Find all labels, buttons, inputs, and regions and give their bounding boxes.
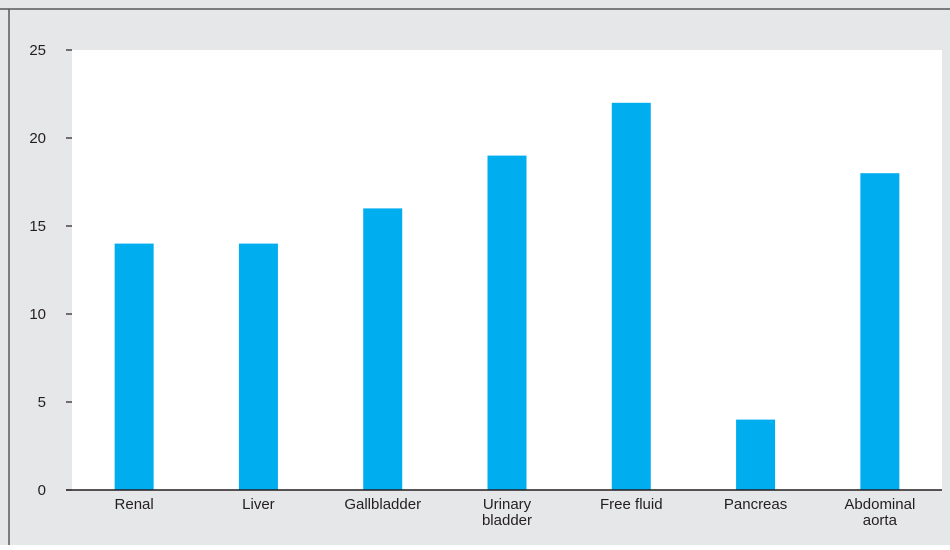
y-tick-label: 25 bbox=[29, 42, 46, 59]
y-tick-label: 20 bbox=[29, 130, 46, 147]
x-tick-label: Gallbladder bbox=[344, 496, 421, 513]
x-tick-label-line: Abdominal bbox=[844, 496, 915, 513]
x-tick-label-line: bladder bbox=[482, 512, 532, 529]
x-tick-label: Free fluid bbox=[600, 496, 663, 513]
bar-gallbladder bbox=[363, 208, 402, 490]
bar-liver bbox=[239, 244, 278, 490]
x-tick-label-line: Pancreas bbox=[724, 496, 787, 513]
bar-urinary-bladder bbox=[488, 156, 527, 490]
bar-pancreas bbox=[736, 420, 775, 490]
x-tick-label-line: Renal bbox=[115, 496, 154, 513]
bar-abdominal-aorta bbox=[860, 173, 899, 490]
y-tick-label: 15 bbox=[29, 218, 46, 235]
x-tick-label-line: Gallbladder bbox=[344, 496, 421, 513]
y-tick-label: 5 bbox=[38, 394, 46, 411]
x-tick-label-line: Liver bbox=[242, 496, 275, 513]
x-tick-label-line: Free fluid bbox=[600, 496, 663, 513]
x-tick-label: Liver bbox=[242, 496, 275, 513]
y-tick-label: 0 bbox=[38, 482, 46, 499]
x-tick-label-line: Urinary bbox=[483, 496, 532, 513]
bar-renal bbox=[115, 244, 154, 490]
x-tick-label: Urinary bladder bbox=[482, 496, 532, 529]
y-tick-label: 10 bbox=[29, 306, 46, 323]
x-tick-label: Renal bbox=[115, 496, 154, 513]
bar-free-fluid bbox=[612, 103, 651, 490]
x-tick-label-line: aorta bbox=[863, 512, 898, 529]
x-tick-label: Pancreas bbox=[724, 496, 787, 513]
